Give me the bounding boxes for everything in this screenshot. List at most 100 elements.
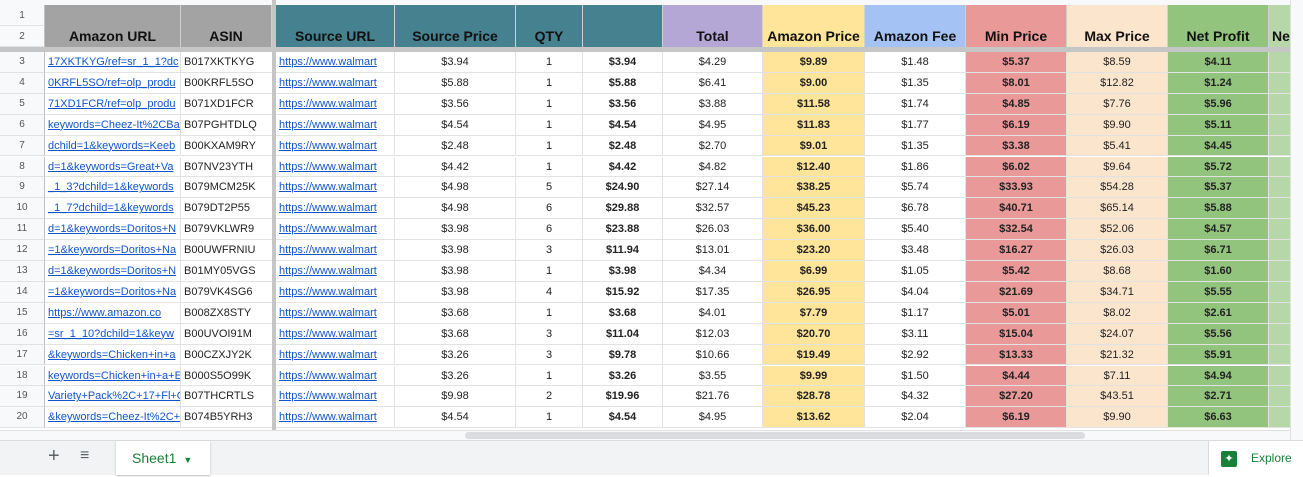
cell[interactable]: $21.32	[1067, 344, 1168, 366]
cell[interactable]: 6	[516, 219, 583, 241]
cell[interactable]: $5.37	[966, 52, 1067, 73]
vertical-scrollbar[interactable]	[1290, 0, 1303, 440]
row-number[interactable]: 13	[0, 261, 45, 282]
cell[interactable]: $21.69	[966, 281, 1067, 303]
cell[interactable]: https://www.walmart	[276, 386, 395, 408]
cell[interactable]: keywords=Chicken+in+a+E	[45, 365, 181, 387]
cell[interactable]: 5	[516, 177, 583, 199]
cell[interactable]: B017XKTKYG	[181, 52, 272, 73]
cell[interactable]: https://www.walmart	[276, 302, 395, 324]
cell[interactable]: 1	[516, 52, 583, 73]
cell[interactable]: $9.78	[583, 344, 663, 366]
cell[interactable]: $4.54	[395, 114, 516, 136]
sheet-tab[interactable]: Sheet1 ▼	[116, 441, 210, 475]
cell[interactable]: https://www.walmart	[276, 240, 395, 261]
cell[interactable]: https://www.walmart	[276, 407, 395, 429]
cell[interactable]: https://www.walmart	[276, 52, 395, 73]
cell[interactable]: https://www.amazon.co	[45, 302, 181, 324]
row-number[interactable]: 10	[0, 198, 45, 220]
cell[interactable]: B00KRFL5SO	[181, 72, 272, 94]
cell[interactable]: $8.68	[1067, 261, 1168, 282]
cell[interactable]: $9.01	[763, 135, 865, 157]
cell[interactable]: $5.96	[1168, 93, 1269, 115]
cell[interactable]: $43.51	[1067, 386, 1168, 408]
all-sheets-button[interactable]: ≡	[80, 447, 90, 464]
cell[interactable]: $11.83	[763, 114, 865, 136]
cell[interactable]: https://www.walmart	[276, 93, 395, 115]
cell[interactable]: 3	[516, 344, 583, 366]
cell[interactable]: $4.98	[395, 198, 516, 220]
cell[interactable]: $3.56	[583, 93, 663, 115]
cell[interactable]: $19.96	[583, 386, 663, 408]
cell[interactable]: B00UWFRNIU	[181, 240, 272, 261]
cell[interactable]: $4.42	[395, 156, 516, 178]
cell[interactable]: https://www.walmart	[276, 219, 395, 241]
cell[interactable]: $4.95	[663, 407, 763, 429]
add-sheet-button[interactable]: +	[48, 445, 60, 467]
cell[interactable]: $10.66	[663, 344, 763, 366]
cell[interactable]: $1.77	[865, 114, 966, 136]
row-number[interactable]: 5	[0, 93, 45, 115]
cell[interactable]: $1.24	[1168, 72, 1269, 94]
cell[interactable]: https://www.walmart	[276, 135, 395, 157]
cell[interactable]: $2.48	[395, 135, 516, 157]
cell[interactable]: B07THCRTLS	[181, 386, 272, 408]
cell[interactable]: $1.35	[865, 72, 966, 94]
cell[interactable]: $4.57	[1168, 219, 1269, 241]
cell[interactable]: $12.82	[1067, 72, 1168, 94]
column-header[interactable]	[583, 5, 663, 47]
cell[interactable]: https://www.walmart	[276, 72, 395, 94]
cell[interactable]: 0KRFL5SO/ref=olp_produ	[45, 72, 181, 94]
cell[interactable]: &keywords=Cheez-It%2C+I	[45, 407, 181, 429]
cell[interactable]: $3.98	[395, 281, 516, 303]
cell[interactable]: $6.63	[1168, 407, 1269, 429]
cell[interactable]: $11.04	[583, 323, 663, 345]
cell[interactable]: =1&keywords=Doritos+Na	[45, 281, 181, 303]
cell[interactable]: $7.76	[1067, 93, 1168, 115]
column-header[interactable]: QTY	[516, 5, 583, 47]
cell[interactable]: https://www.walmart	[276, 261, 395, 282]
cell[interactable]: https://www.walmart	[276, 344, 395, 366]
cell[interactable]: $1.17	[865, 302, 966, 324]
cell[interactable]: $3.98	[395, 240, 516, 261]
cell[interactable]: $8.59	[1067, 52, 1168, 73]
row-number[interactable]: 12	[0, 240, 45, 261]
row-number[interactable]: 3	[0, 52, 45, 73]
cell[interactable]: $5.72	[1168, 156, 1269, 178]
cell[interactable]: B079VK4SG6	[181, 281, 272, 303]
cell[interactable]: d=1&keywords=Great+Va	[45, 156, 181, 178]
cell[interactable]: dchild=1&keywords=Keeb	[45, 135, 181, 157]
cell[interactable]: d=1&keywords=Doritos+N	[45, 219, 181, 241]
cell[interactable]: d=1&keywords=Doritos+N	[45, 261, 181, 282]
cell[interactable]: $5.88	[395, 72, 516, 94]
cell[interactable]: &keywords=Chicken+in+a	[45, 344, 181, 366]
cell[interactable]: $4.04	[865, 281, 966, 303]
column-header[interactable]: Total	[663, 5, 763, 47]
cell[interactable]: B07NV23YTH	[181, 156, 272, 178]
row-number[interactable]: 2	[0, 26, 45, 47]
cell[interactable]: 71XD1FCR/ref=olp_produ	[45, 93, 181, 115]
cell[interactable]: $2.70	[663, 135, 763, 157]
cell[interactable]: $24.90	[583, 177, 663, 199]
cell[interactable]: B00CZXJY2K	[181, 344, 272, 366]
cell[interactable]: $65.14	[1067, 198, 1168, 220]
row-number[interactable]: 18	[0, 365, 45, 387]
cell[interactable]: $6.19	[966, 114, 1067, 136]
cell[interactable]: $2.48	[583, 135, 663, 157]
cell[interactable]: $4.82	[663, 156, 763, 178]
cell[interactable]: $9.64	[1067, 156, 1168, 178]
cell[interactable]: $29.88	[583, 198, 663, 220]
row-number[interactable]: 16	[0, 323, 45, 345]
cell[interactable]: 3	[516, 240, 583, 261]
cell[interactable]: Variety+Pack%2C+17+Fl+O	[45, 386, 181, 408]
column-header[interactable]: ASIN	[181, 5, 272, 47]
cell[interactable]: $9.98	[395, 386, 516, 408]
cell[interactable]: $32.57	[663, 198, 763, 220]
row-number[interactable]: 9	[0, 177, 45, 199]
cell[interactable]: $32.54	[966, 219, 1067, 241]
cell[interactable]: B071XD1FCR	[181, 93, 272, 115]
cell[interactable]: $6.41	[663, 72, 763, 94]
cell[interactable]: $28.78	[763, 386, 865, 408]
cell[interactable]: https://www.walmart	[276, 177, 395, 199]
cell[interactable]: $12.40	[763, 156, 865, 178]
